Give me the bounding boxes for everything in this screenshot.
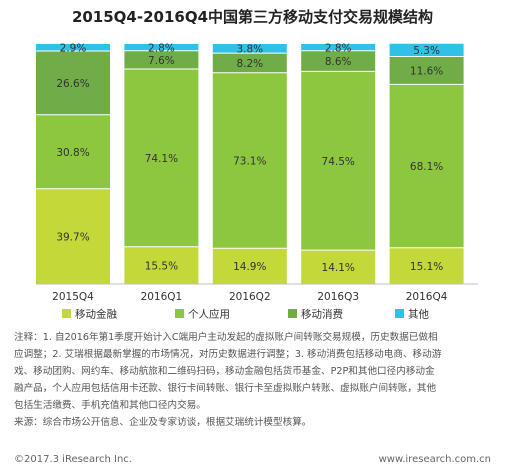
bar-segment-2016Q2-个人应用 xyxy=(212,72,287,249)
data-label: 2.8% xyxy=(148,42,175,54)
data-label: 2.8% xyxy=(325,42,352,54)
data-label: 30.8% xyxy=(56,147,89,159)
x-tick-label: 2016Q1 xyxy=(141,291,183,303)
chart-title: 2015Q4-2016Q4中国第三方移动支付交易规模结构 xyxy=(71,8,434,26)
note-line: 注释：1. 自2016年第1季度开始计入C端用户主动发起的虚拟账户间转账交易规模… xyxy=(14,332,438,343)
bar-segment-2016Q3-其他 xyxy=(301,44,376,51)
data-label: 26.6% xyxy=(56,78,89,90)
bar-segment-2016Q1-个人应用 xyxy=(124,68,199,247)
data-label: 15.1% xyxy=(410,261,443,273)
data-label: 74.5% xyxy=(322,156,355,168)
data-label: 11.6% xyxy=(410,65,443,77)
data-label: 3.8% xyxy=(236,44,263,56)
data-label: 68.1% xyxy=(410,161,443,173)
data-label: 2.9% xyxy=(60,42,87,54)
legend-label: 其他 xyxy=(408,308,429,321)
data-label: 5.3% xyxy=(413,45,440,57)
bar-segment-2016Q4-个人应用 xyxy=(389,84,464,248)
legend-label: 移动消费 xyxy=(301,308,343,321)
note-line: 应调整；2. 艾瑞根据最新掌握的市场情况，对历史数据进行调整；3. 移动消费包括… xyxy=(14,349,442,360)
bar-segment-2016Q3-移动金融 xyxy=(301,250,376,284)
data-label: 14.9% xyxy=(233,261,266,273)
x-tick-label: 2016Q4 xyxy=(406,291,448,303)
bar-segment-2016Q1-移动消费 xyxy=(124,50,199,69)
legend-swatch xyxy=(395,309,404,318)
data-label: 8.6% xyxy=(325,56,352,68)
data-label: 39.7% xyxy=(56,231,89,243)
bar-segment-2016Q4-其他 xyxy=(389,43,464,57)
data-label: 14.1% xyxy=(322,262,355,274)
legend-swatch xyxy=(288,309,297,318)
bar-segment-2015Q4-个人应用 xyxy=(36,114,110,189)
bar-segment-2015Q4-移动消费 xyxy=(36,50,110,115)
x-tick-label: 2016Q2 xyxy=(229,291,271,303)
bar-segment-2016Q3-个人应用 xyxy=(301,71,376,251)
bar-segment-2016Q1-其他 xyxy=(124,44,199,51)
bar-segment-2016Q4-移动消费 xyxy=(389,56,464,85)
data-label: 73.1% xyxy=(233,156,266,168)
data-label: 15.5% xyxy=(145,260,178,272)
legend-swatch xyxy=(62,309,71,318)
bar-segment-2016Q1-移动金融 xyxy=(124,246,199,284)
data-label: 7.6% xyxy=(148,55,175,67)
legend: 移动金融 个人应用 移动消费 其他 xyxy=(62,308,429,321)
bar-segment-2016Q2-其他 xyxy=(212,44,287,54)
note-line: 包括生活缴费、手机充值和其他口径内交易。 xyxy=(14,400,206,411)
note-line: 融产品，个人应用包括信用卡还款、银行卡间转账、银行卡至虚拟账户转账、虚拟账户间转… xyxy=(14,383,437,394)
website-text: www.iresearch.com.cn xyxy=(378,454,491,465)
x-tick-label: 2016Q3 xyxy=(317,291,359,303)
data-label: 74.1% xyxy=(145,153,178,165)
legend-label: 个人应用 xyxy=(188,308,230,321)
plot-area: 39.7%30.8%26.6%2.9%15.5%74.1%7.6%2.8%14.… xyxy=(36,42,464,284)
bar-segment-2015Q4-移动金融 xyxy=(36,188,110,284)
data-label: 8.2% xyxy=(236,58,263,70)
bar-segment-2016Q3-移动消费 xyxy=(301,50,376,72)
legend-label: 移动金融 xyxy=(75,308,117,321)
bar-segment-2015Q4-其他 xyxy=(36,44,110,51)
stacked-bar-chart: 39.7%30.8%26.6%2.9%15.5%74.1%7.6%2.8%14.… xyxy=(36,42,478,321)
x-tick-label: 2015Q4 xyxy=(52,291,94,303)
source-line: 来源：综合市场公开信息、企业及专家访谈，根据艾瑞统计模型核算。 xyxy=(14,417,312,428)
note-line: 戏、移动团购、网约车、移动航旅和二维码扫码，移动金融包括货币基金、P2P和其他口… xyxy=(14,366,435,377)
copyright-text: ©2017.3 iResearch Inc. xyxy=(14,454,132,465)
legend-swatch xyxy=(175,309,184,318)
chart-notes: 注释：1. 自2016年第1季度开始计入C端用户主动发起的虚拟账户间转账交易规模… xyxy=(14,329,492,431)
bar-segment-2016Q2-移动消费 xyxy=(212,53,287,73)
bar-segment-2016Q4-移动金融 xyxy=(389,247,464,284)
bar-segment-2016Q2-移动金融 xyxy=(212,248,287,284)
x-tick-labels: 2015Q4 2016Q1 2016Q2 2016Q3 2016Q4 xyxy=(52,291,448,303)
